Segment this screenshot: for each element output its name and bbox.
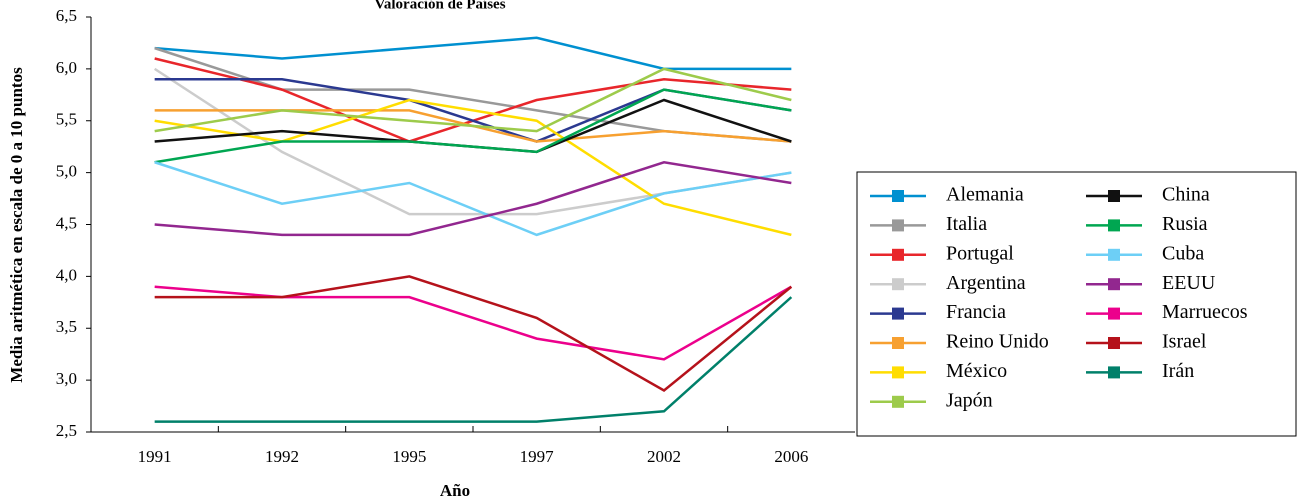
legend-text: Japón: [946, 389, 993, 411]
legend-text: Francia: [946, 301, 1006, 323]
legend-text: Rusia: [1162, 213, 1208, 235]
x-tick-label: 1992: [265, 447, 299, 466]
x-tick-label: 1997: [520, 447, 555, 466]
legend-marker: [892, 307, 904, 320]
legend-box: [856, 171, 1297, 437]
series-line: [154, 160, 792, 237]
y-tick-label: 5,0: [56, 162, 77, 181]
legend-marker: [1108, 337, 1120, 349]
legend-marker: [892, 278, 904, 291]
legend-text: Marruecos: [1162, 301, 1248, 323]
legend-marker: [892, 337, 904, 349]
legend-marker: [892, 395, 904, 408]
series-line: [154, 36, 792, 71]
y-tick-label: 4,5: [56, 213, 77, 232]
legend-marker: [1108, 366, 1120, 379]
legend-text: EEUU: [1162, 272, 1216, 294]
legend-marker: [892, 190, 904, 202]
legend-text: Irán: [1162, 360, 1194, 382]
y-tick-label: 4,0: [56, 265, 77, 284]
legend-marker: [1108, 278, 1120, 291]
legend-text: Cuba: [1162, 242, 1204, 264]
legend-marker: [1108, 307, 1120, 320]
legend-text: México: [946, 360, 1007, 382]
y-tick-label: 2,5: [56, 421, 77, 440]
series-line: [154, 67, 792, 133]
x-tick-label: 2006: [774, 447, 808, 466]
legend-text: China: [1162, 184, 1210, 206]
legend-text: Portugal: [946, 242, 1014, 264]
legend-marker: [1108, 219, 1120, 232]
legend-marker: [1108, 190, 1120, 202]
y-tick-label: 6,5: [56, 6, 77, 25]
y-tick-label: 6,0: [56, 58, 77, 77]
x-tick-label: 2002: [647, 447, 681, 466]
legend-text: Italia: [946, 213, 987, 235]
series-line: [154, 275, 793, 393]
legend-marker: [892, 366, 904, 379]
y-axis-label: Media aritmética en escala de 0 a 10 pun…: [7, 67, 26, 383]
chart-title: Valoración de Países: [374, 0, 505, 12]
legend-text: Israel: [1162, 331, 1207, 353]
y-tick-label: 3,0: [56, 369, 77, 388]
legend-text: Reino Unido: [946, 331, 1049, 353]
series-line: [154, 98, 792, 237]
legend-marker: [892, 248, 904, 261]
legend-text: Argentina: [946, 272, 1026, 294]
series-line: [154, 285, 792, 361]
y-tick-label: 3,5: [56, 317, 77, 336]
series-line: [154, 88, 792, 164]
x-axis-label: Año: [440, 481, 470, 500]
legend-marker: [892, 219, 904, 232]
series-line: [154, 161, 792, 237]
x-tick-label: 1995: [392, 447, 426, 466]
series-line: [154, 296, 793, 423]
y-tick-label: 5,5: [56, 110, 77, 129]
legend-marker: [1108, 248, 1120, 261]
legend-text: Alemania: [946, 184, 1024, 206]
x-tick-label: 1991: [138, 447, 172, 466]
